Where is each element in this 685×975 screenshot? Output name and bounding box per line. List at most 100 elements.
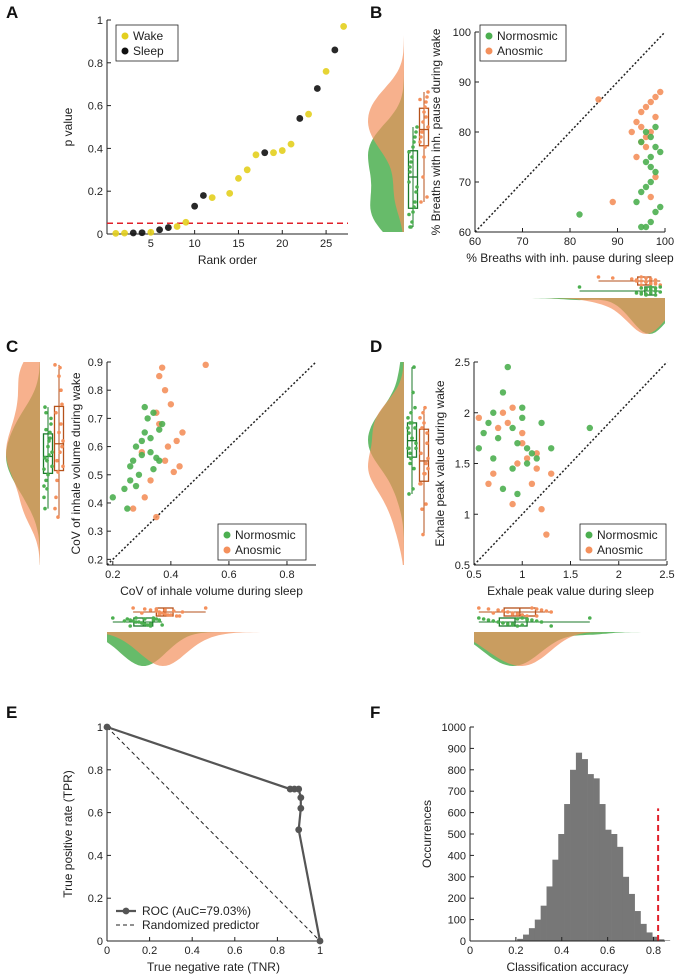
- normosmic-wake-point: [408, 165, 412, 169]
- anosmic-point: [647, 193, 654, 201]
- sleep-point: [200, 192, 207, 199]
- anosmic-sleep-point: [539, 608, 544, 612]
- y-tick-label: 800: [448, 765, 466, 777]
- y-tick-label: 0.6: [88, 101, 103, 113]
- anosmic-sleep-point: [148, 608, 153, 612]
- normosmic-point: [638, 138, 645, 146]
- normosmic-point: [652, 143, 659, 151]
- y-tick-label: 0.2: [88, 554, 103, 566]
- anosmic-wake-point: [59, 422, 63, 426]
- y-tick-label: 0.4: [88, 850, 103, 862]
- normosmic-wake-point: [49, 416, 53, 421]
- normosmic-sleep-point: [140, 621, 144, 625]
- anosmic-point: [173, 437, 180, 445]
- anosmic-wake-point: [421, 410, 425, 415]
- anosmic-point: [156, 372, 163, 380]
- wake-point: [208, 194, 216, 202]
- anosmic-sleep-point: [510, 612, 515, 616]
- histogram-bar: [534, 919, 541, 941]
- anosmic-sleep-point: [140, 611, 144, 615]
- normosmic-sleep-point: [648, 286, 653, 290]
- panel-a-chart: 5 10 15 20 25 0 0.2 0.4 0.6 0.8 1 Rank order p value…: [61, 15, 348, 267]
- normosmic-wake-point: [412, 466, 416, 471]
- normosmic-sleep-point: [515, 624, 520, 628]
- anosmic-sleep-point: [629, 277, 634, 281]
- y-axis-label: Occurrences: [420, 800, 434, 868]
- anosmic-point: [509, 404, 516, 411]
- anosmic-point: [642, 143, 650, 151]
- y-tick-label: 100: [448, 915, 466, 927]
- anosmic-point: [504, 419, 511, 427]
- anosmic-point: [543, 531, 550, 538]
- anosmic-wake-point: [422, 421, 426, 425]
- anosmic-point: [538, 505, 545, 513]
- x-tick-label: 0: [104, 945, 110, 957]
- anosmic-sleep-point: [634, 279, 639, 283]
- anosmic-density-wake: [6, 362, 40, 565]
- anosmic-wake-point: [426, 90, 430, 94]
- normosmic-point: [548, 445, 555, 452]
- y-tick-label: 0: [460, 936, 466, 948]
- y-tick-label: 300: [448, 872, 466, 884]
- anosmic-point: [167, 401, 175, 408]
- normosmic-point: [652, 168, 659, 176]
- wake-point: [278, 147, 286, 154]
- anosmic-wake-point: [426, 466, 430, 471]
- panel-letter-f: F: [370, 703, 380, 722]
- normosmic-wake-point: [413, 135, 417, 139]
- normosmic-sleep-point: [530, 618, 534, 622]
- normosmic-point: [514, 490, 521, 498]
- legend-roc-marker: [122, 907, 130, 915]
- anosmic-sleep-point: [203, 606, 208, 610]
- x-tick-label: 1.5: [563, 569, 578, 581]
- normosmic-sleep-point: [128, 618, 133, 622]
- normosmic-sleep-point: [639, 290, 644, 294]
- normosmic-sleep-point: [501, 621, 505, 625]
- y-tick-label: 1: [97, 722, 103, 734]
- histogram-bar: [570, 769, 577, 941]
- normosmic-wake-point: [409, 456, 413, 461]
- anosmic-point: [642, 103, 650, 111]
- anosmic-sleep-point: [648, 282, 653, 286]
- legend-box: [579, 523, 667, 561]
- normosmic-sleep-point: [510, 622, 515, 626]
- roc-point: [316, 937, 324, 945]
- normosmic-point: [519, 404, 526, 411]
- x-tick-label: 0.4: [185, 945, 200, 957]
- y-tick-label: 80: [459, 127, 471, 139]
- normosmic-wake-point: [406, 426, 410, 430]
- x-axis-label: Rank order: [198, 253, 257, 267]
- anosmic-wake-point: [420, 426, 424, 430]
- legend-box: [479, 24, 567, 62]
- anosmic-point: [141, 494, 148, 501]
- normosmic-wake-point: [415, 125, 419, 129]
- roc-point: [103, 723, 111, 731]
- normosmic-point: [480, 429, 487, 437]
- y-tick-label: 90: [459, 77, 471, 89]
- legend-marker: [585, 546, 593, 554]
- normosmic-wake-point: [410, 220, 414, 224]
- legend-box: [217, 523, 307, 561]
- histogram-bar: [622, 876, 630, 941]
- normosmic-wake-point: [413, 200, 417, 204]
- normosmic-point: [150, 465, 157, 473]
- histogram-bar: [517, 938, 524, 941]
- legend-marker: [485, 32, 493, 40]
- anosmic-wake-point: [421, 120, 425, 124]
- normosmic-wake-point: [48, 430, 52, 435]
- normosmic-point: [642, 183, 650, 191]
- anosmic-sleep-point: [177, 614, 182, 618]
- legend-label: Normosmic: [235, 528, 296, 542]
- normosmic-wake-point: [412, 205, 416, 209]
- anosmic-sleep-point: [491, 611, 496, 615]
- anosmic-point: [519, 429, 526, 437]
- normosmic-wake-point: [406, 416, 410, 420]
- anosmic-wake-point: [423, 145, 427, 149]
- y-tick-label: 1: [464, 509, 470, 521]
- normosmic-point: [647, 218, 654, 226]
- normosmic-wake-point: [407, 431, 411, 435]
- x-tick-label: 2.5: [659, 569, 674, 581]
- legend-label: Normosmic: [497, 29, 558, 43]
- anosmic-point: [202, 361, 209, 369]
- anosmic-wake-point: [419, 135, 423, 139]
